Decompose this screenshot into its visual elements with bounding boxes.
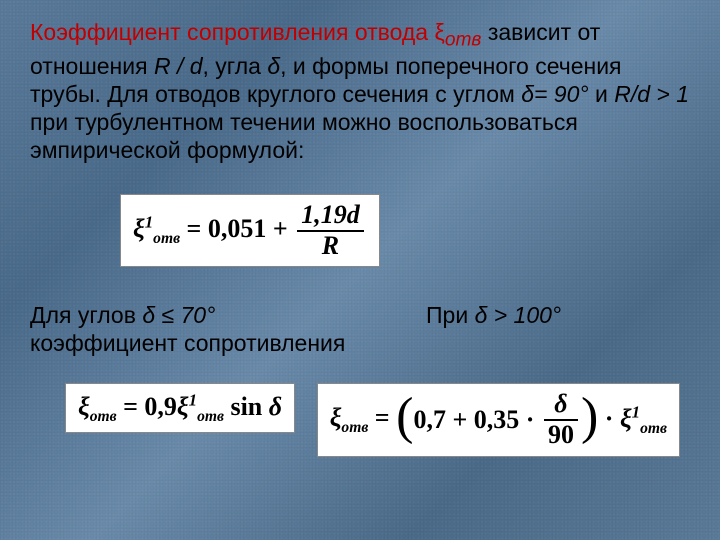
condition-left: Для углов δ ≤ 70° коэффициент сопротивле… xyxy=(30,301,393,357)
delta-1: δ xyxy=(267,53,280,79)
rd-ratio: R / d xyxy=(154,53,203,79)
condition-right: При δ > 100° xyxy=(426,301,690,357)
cond-1: δ= 90° xyxy=(521,81,588,107)
text-5: и xyxy=(589,81,615,107)
formula-2: ξотв = 0,9ξ1отв sin δ xyxy=(78,392,282,421)
xi-symbol: ξотв xyxy=(435,19,482,45)
formula-1: ξ1отв = 0,051 + 1,19dR xyxy=(133,214,367,243)
formula-3-box: ξотв = (0,7 + 0,35 · δ90) · ξ1отв xyxy=(317,383,680,456)
formula-2-box: ξотв = 0,9ξ1отв sin δ xyxy=(65,383,295,433)
text-6: при турбулентном течении можно воспользо… xyxy=(30,109,578,163)
slide: Коэффициент сопротивления отвода ξотв за… xyxy=(0,0,720,540)
conditions-row: Для углов δ ≤ 70° коэффициент сопротивле… xyxy=(30,301,690,357)
formula-3-wrapper: ξотв = (0,7 + 0,35 · δ90) · ξ1отв xyxy=(317,383,680,456)
cond-2: R/d > 1 xyxy=(614,81,689,107)
text-3: , угла xyxy=(203,53,268,79)
red-text-1: Коэффициент сопротивления отвода xyxy=(30,19,435,45)
formula-row: ξотв = 0,9ξ1отв sin δ ξотв = (0,7 + 0,35… xyxy=(30,383,690,456)
intro-paragraph: Коэффициент сопротивления отвода ξотв за… xyxy=(30,18,690,164)
content: Коэффициент сопротивления отвода ξотв за… xyxy=(30,18,690,457)
formula-1-wrapper: ξ1отв = 0,051 + 1,19dR xyxy=(120,194,690,267)
formula-2-wrapper: ξотв = 0,9ξ1отв sin δ xyxy=(65,383,295,433)
formula-1-box: ξ1отв = 0,051 + 1,19dR xyxy=(120,194,380,267)
formula-3: ξотв = (0,7 + 0,35 · δ90) · ξ1отв xyxy=(330,403,667,432)
